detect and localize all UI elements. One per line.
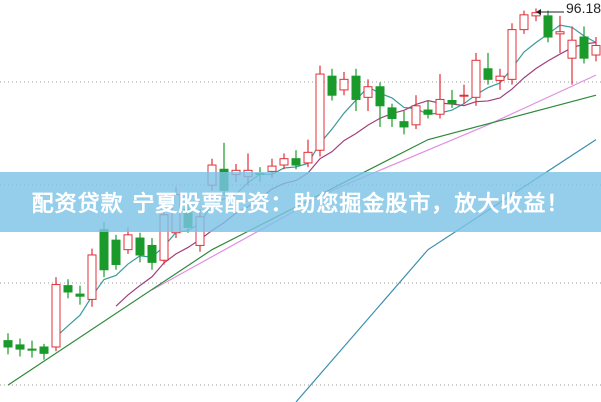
- candle-body: [519, 14, 529, 31]
- ad-banner[interactable]: 配资贷款 宁夏股票配资：助您掘金股市，放大收益！: [0, 172, 601, 232]
- candle-body: [315, 73, 325, 151]
- candle-body: [279, 158, 289, 166]
- candle-body: [399, 121, 409, 128]
- candle-body: [375, 86, 385, 107]
- candle-body: [387, 107, 397, 119]
- candle-body: [75, 293, 85, 297]
- ma-line: [151, 74, 597, 291]
- candle-body: [411, 105, 421, 126]
- candle-body: [303, 151, 313, 164]
- max-price-label: 96.18: [566, 0, 601, 16]
- candle-body: [339, 78, 349, 91]
- candle-body: [459, 94, 469, 97]
- candle-body: [51, 284, 61, 348]
- candle-body: [591, 44, 601, 56]
- candle-body: [471, 59, 481, 98]
- candle-body: [423, 109, 433, 115]
- candle-body: [87, 254, 97, 300]
- candle-body: [267, 165, 277, 172]
- candle-body: [99, 229, 109, 271]
- candle-body: [3, 340, 13, 348]
- candle-body: [351, 75, 361, 100]
- candle-body: [555, 31, 565, 35]
- candle-body: [123, 234, 133, 251]
- candle-body: [63, 285, 73, 293]
- candle-body: [495, 75, 505, 81]
- candle-body: [27, 348, 37, 351]
- candle-body: [327, 75, 337, 96]
- candle-body: [543, 15, 553, 38]
- candle-body: [39, 346, 49, 354]
- candle-body: [15, 344, 25, 350]
- ma-line: [7, 94, 597, 386]
- candle-body: [567, 39, 577, 59]
- candle-body: [135, 237, 145, 256]
- ma5-line: [55, 24, 597, 338]
- candle-body: [579, 36, 589, 59]
- candle-body: [447, 100, 457, 105]
- candle-body: [483, 68, 493, 80]
- candle-body: [291, 158, 301, 166]
- candle-body: [111, 239, 121, 265]
- candle-body: [147, 244, 157, 263]
- banner-text: 配资贷款 宁夏股票配资：助您掘金股市，放大收益！: [31, 192, 570, 217]
- max-marker-arrow-icon: [536, 9, 541, 15]
- candle-body: [363, 86, 373, 98]
- candle-body: [435, 98, 445, 115]
- candle-body: [507, 29, 517, 80]
